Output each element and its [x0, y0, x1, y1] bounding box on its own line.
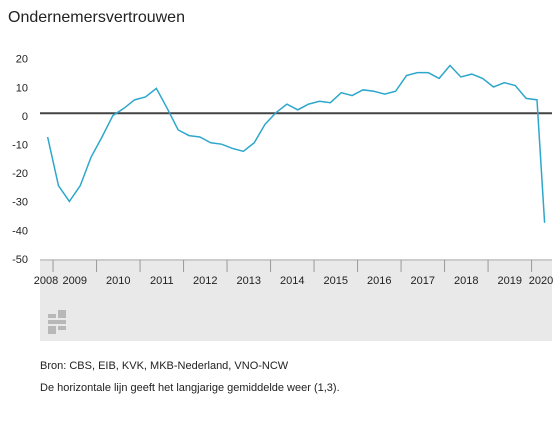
x-tick-label: 2016: [367, 275, 391, 287]
y-tick-label: -30: [12, 197, 28, 209]
axis-band: [40, 261, 552, 341]
y-tick-label: 20: [16, 54, 28, 66]
y-tick-label: -20: [12, 168, 28, 180]
x-tick-label: 2015: [324, 275, 348, 287]
x-tick-label: 2012: [193, 275, 217, 287]
y-tick-label: -10: [12, 140, 28, 152]
x-tick-label: 2009: [63, 275, 87, 287]
y-tick-label: -50: [12, 254, 28, 266]
x-tick-label: 2019: [498, 275, 522, 287]
y-tick-label: 10: [16, 82, 28, 94]
y-tick-label: -40: [12, 225, 28, 237]
x-tick-label: 2014: [280, 275, 304, 287]
series-line: [46, 64, 546, 223]
x-tick-label: 2013: [237, 275, 261, 287]
x-tick-label: 2011: [150, 275, 174, 287]
x-tick-label: 2020: [529, 275, 553, 287]
source: Bron: CBS, EIB, KVK, MKB-Nederland, VNO-…: [40, 360, 289, 372]
x-tick-label: 2018: [454, 275, 478, 287]
logo: [48, 310, 66, 334]
x-tick-label: 2010: [106, 275, 130, 287]
x-tick-label: 2017: [411, 275, 435, 287]
x-tick-label: 2008: [34, 275, 58, 287]
note: De horizontale lijn geeft het langjarige…: [40, 382, 340, 394]
y-tick-label: 0: [22, 111, 28, 123]
chart-title: Ondernemersvertrouwen: [8, 9, 185, 26]
